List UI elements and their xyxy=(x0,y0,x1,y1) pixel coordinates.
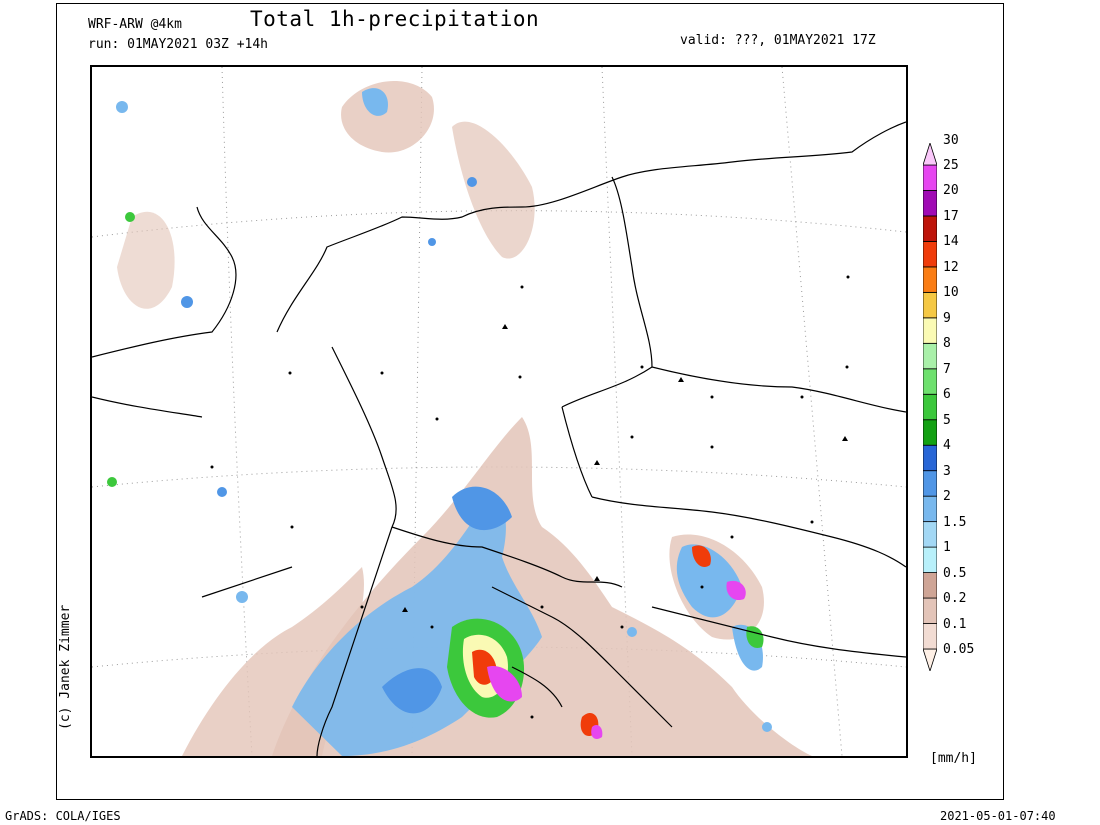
unit-label: [mm/h] xyxy=(930,751,977,766)
colorbar-cell xyxy=(923,241,937,268)
colorbar-cell xyxy=(923,546,937,573)
colorbar-level-label: 1 xyxy=(943,540,951,556)
colorbar-level-label: 0.05 xyxy=(943,642,975,657)
precipitation-field xyxy=(107,80,812,756)
colorbar-level-label: 25 xyxy=(943,158,959,173)
colorbar-level-label: 1.5 xyxy=(943,514,967,530)
colorbar-level-label: 0.2 xyxy=(943,591,967,607)
colorbar-cell xyxy=(923,572,937,599)
colorbar-cell xyxy=(923,495,937,523)
colorbar-cell xyxy=(923,342,937,370)
colorbar-cell xyxy=(923,190,937,217)
valid-label: valid: ???, 01MAY2021 17Z xyxy=(680,33,876,48)
colorbar-level-label: 14 xyxy=(943,234,959,250)
borders xyxy=(92,121,906,756)
colorbar-cell xyxy=(923,597,937,624)
colorbar-level-label: 10 xyxy=(943,285,959,301)
map-canvas xyxy=(92,67,906,756)
colorbar-cell xyxy=(923,623,937,650)
colorbar-level-label: 17 xyxy=(943,208,959,224)
colorbar-level-label: 4 xyxy=(943,438,951,454)
precipitation-map xyxy=(90,65,908,758)
colorbar-cell xyxy=(923,266,937,293)
colorbar-cell xyxy=(923,470,937,497)
colorbar-cell xyxy=(923,164,937,191)
colorbar-cell xyxy=(923,317,937,344)
colorbar-cell xyxy=(923,215,937,242)
colorbar xyxy=(923,143,937,671)
colorbar-level-label: 0.1 xyxy=(943,616,967,632)
footer-left: GrADS: COLA/IGES xyxy=(5,809,121,823)
colorbar-cell xyxy=(923,419,937,446)
model-label: WRF-ARW @4km xyxy=(88,17,182,32)
colorbar-cells xyxy=(923,143,937,671)
colorbar-cell xyxy=(923,291,937,319)
footer-right: 2021-05-01-07:40 xyxy=(940,809,1056,823)
plot-frame xyxy=(56,3,1004,800)
copyright-label: (c) Janek Zimmer xyxy=(58,604,73,730)
colorbar-level-label: 0.5 xyxy=(943,565,967,581)
map-title: Total 1h-precipitation xyxy=(250,7,540,31)
colorbar-cell xyxy=(923,393,937,421)
colorbar-cell xyxy=(923,368,937,395)
run-label: run: 01MAY2021 03Z +14h xyxy=(88,37,269,52)
colorbar-cell xyxy=(923,444,937,472)
colorbar-level-label: 8 xyxy=(943,336,951,352)
colorbar-cell xyxy=(923,143,937,166)
city-markers xyxy=(210,275,850,719)
colorbar-level-label: 12 xyxy=(943,259,959,275)
colorbar-level-label: 5 xyxy=(943,412,951,428)
colorbar-level-label: 20 xyxy=(943,183,959,199)
colorbar-level-label: 7 xyxy=(943,361,951,377)
colorbar-level-label: 30 xyxy=(943,132,959,148)
colorbar-level-label: 2 xyxy=(943,489,951,505)
colorbar-cell xyxy=(923,521,937,548)
colorbar-level-label: 6 xyxy=(943,387,951,403)
colorbar-level-label: 3 xyxy=(943,463,951,479)
colorbar-level-label: 9 xyxy=(943,310,951,326)
peak-markers xyxy=(402,324,848,612)
colorbar-cell xyxy=(923,648,937,671)
